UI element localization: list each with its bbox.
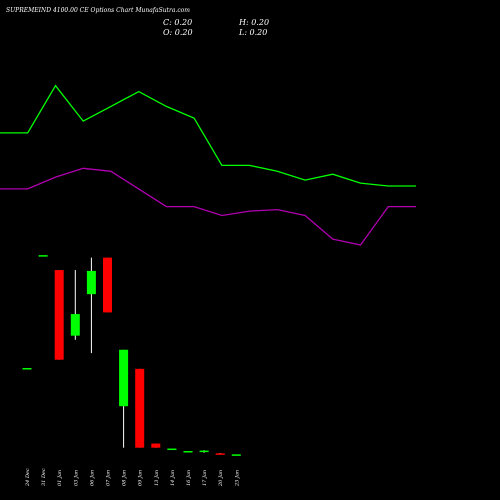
x-tick-label: 14 Jan bbox=[170, 470, 176, 486]
candle-body bbox=[183, 451, 193, 453]
x-axis-labels: 24 Dec 31 Dec 01 Jan 03 Jan 06 Jan 07 Jan 08 J… bbox=[25, 468, 240, 487]
chart-title: SUPREMEIND 4100.00 CE Options Chart Muna… bbox=[6, 7, 190, 14]
candle-body bbox=[38, 255, 48, 257]
candle-body bbox=[231, 454, 241, 456]
candle bbox=[103, 257, 112, 313]
x-tick-label: 09 Jan bbox=[138, 470, 144, 486]
x-tick-label: 03 Jan bbox=[73, 470, 79, 486]
open-value: O: 0.20 bbox=[163, 28, 193, 37]
candle bbox=[119, 349, 129, 448]
candle bbox=[70, 270, 80, 340]
candle-body bbox=[22, 368, 32, 370]
x-tick-label: 13 Jan bbox=[154, 470, 160, 486]
candlesticks bbox=[22, 255, 241, 456]
candle-body bbox=[86, 270, 96, 295]
x-tick-label: 20 Jan bbox=[218, 470, 224, 487]
x-tick-label: 23 Jan bbox=[234, 470, 240, 487]
green-line bbox=[0, 84, 416, 187]
x-tick-label: 06 Jan bbox=[89, 470, 95, 486]
candle bbox=[199, 450, 209, 453]
candle bbox=[135, 368, 145, 448]
close-value: C: 0.20 bbox=[163, 18, 193, 27]
x-tick-label: 24 Dec bbox=[25, 468, 31, 487]
indicator-lines bbox=[0, 84, 416, 246]
candle-body bbox=[151, 443, 161, 448]
candle bbox=[231, 454, 241, 456]
x-tick-label: 08 Jan bbox=[122, 470, 128, 486]
candle bbox=[151, 443, 161, 448]
magenta-line bbox=[0, 167, 416, 246]
low-value: L: 0.20 bbox=[239, 28, 268, 37]
x-tick-label: 07 Jan bbox=[106, 470, 112, 486]
candle bbox=[54, 270, 64, 360]
candle bbox=[38, 255, 48, 257]
candle bbox=[167, 448, 177, 451]
candle-body bbox=[70, 314, 80, 336]
candle-body bbox=[199, 450, 209, 453]
candle-body bbox=[103, 257, 112, 313]
candle-body bbox=[135, 368, 145, 448]
x-tick-label: 01 Jan bbox=[57, 470, 63, 486]
candle bbox=[215, 453, 225, 455]
candle bbox=[183, 451, 193, 453]
candle bbox=[86, 257, 96, 354]
candle-body bbox=[167, 448, 177, 451]
candle-body bbox=[54, 270, 64, 360]
x-tick-label: 16 Jan bbox=[186, 470, 192, 486]
candle-body bbox=[215, 453, 225, 455]
high-value: H: 0.20 bbox=[239, 18, 270, 27]
x-tick-label: 31 Dec bbox=[41, 468, 47, 486]
candle-body bbox=[119, 349, 129, 407]
x-tick-label: 17 Jan bbox=[202, 470, 208, 486]
candle bbox=[22, 368, 32, 370]
